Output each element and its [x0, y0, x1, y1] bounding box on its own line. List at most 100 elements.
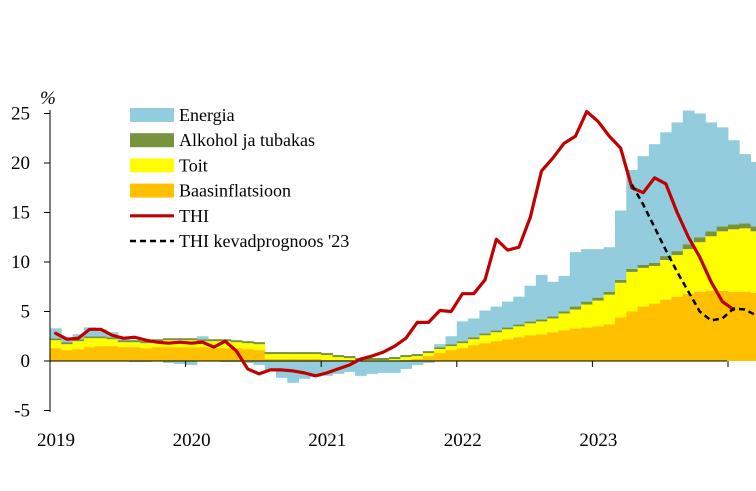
bar-alkohol [660, 256, 672, 261]
bar-alkohol [400, 355, 412, 358]
bar-baasinflatsioon [535, 334, 548, 361]
bar-toit [298, 354, 311, 360]
legend-label: Alkohol ja tubakas [179, 130, 315, 150]
bar-baasinflatsioon [728, 291, 740, 361]
bar-toit [648, 265, 661, 304]
bar-alkohol [513, 324, 525, 327]
bar-baasinflatsioon [50, 348, 62, 361]
bar-alkohol [490, 330, 503, 333]
bar-alkohol [343, 356, 356, 359]
bar-energia [581, 249, 593, 302]
bar-alkohol [705, 231, 718, 237]
bar-toit [535, 321, 548, 335]
bar-baasinflatsioon [151, 347, 164, 361]
bar-toit [287, 354, 299, 360]
bar-baasinflatsioon [648, 303, 661, 361]
bar-baasinflatsioon [615, 317, 627, 361]
bar-alkohol [242, 341, 254, 344]
bar-energia [253, 361, 266, 365]
bar-baasinflatsioon [581, 327, 593, 361]
bar-alkohol [502, 327, 514, 330]
x-ticks: 2019 2020 2021 2022 2023 [37, 361, 729, 451]
bar-toit [716, 231, 729, 291]
bar-baasinflatsioon [185, 347, 198, 361]
bar-alkohol [682, 244, 695, 250]
bar-energia [479, 310, 492, 334]
bar-alkohol [230, 340, 243, 343]
lines [54, 109, 756, 378]
bar-toit [490, 332, 503, 342]
bar-toit [603, 294, 616, 325]
bar-toit [434, 349, 446, 354]
bar-energia [174, 361, 186, 364]
bar-toit [151, 341, 164, 348]
bar-alkohol [648, 262, 661, 266]
bar-energia [705, 122, 718, 232]
bar-baasinflatsioon [456, 348, 469, 361]
bar-baasinflatsioon [705, 290, 718, 361]
bar-alkohol [671, 251, 684, 256]
bar-baasinflatsioon [83, 347, 96, 361]
bar-energia [524, 285, 537, 322]
bar-alkohol [592, 297, 605, 301]
bar-toit [196, 341, 209, 348]
bar-alkohol [276, 352, 288, 355]
thi-line [54, 109, 736, 378]
bar-toit [129, 342, 141, 348]
bar-toit [592, 300, 605, 327]
bar-baasinflatsioon [61, 350, 73, 361]
bar-energia [468, 318, 480, 338]
bar-alkohol [535, 319, 548, 322]
bar-alkohol [479, 333, 492, 336]
legend-swatch [130, 158, 174, 173]
legend-swatch [130, 108, 174, 122]
bar-toit [524, 323, 537, 336]
bar-baasinflatsioon [298, 359, 311, 361]
bar-alkohol [728, 224, 740, 230]
bar-energia [355, 361, 367, 376]
bar-toit [750, 231, 756, 293]
bar-toit [569, 309, 582, 329]
bar-alkohol [422, 351, 435, 354]
bar-toit [513, 326, 525, 338]
bar-energia [603, 247, 616, 292]
bar-alkohol [129, 340, 141, 343]
bar-energia [422, 361, 435, 363]
x-tick-label: 2022 [444, 430, 482, 451]
legend-label: THI [179, 206, 209, 226]
bar-toit [117, 342, 130, 348]
bar-baasinflatsioon [208, 348, 220, 361]
bar-alkohol [694, 237, 706, 243]
legend-label: THI kevadprognoos '23 [179, 231, 349, 251]
bar-baasinflatsioon [671, 296, 684, 361]
bar-energia [242, 361, 254, 363]
bar-alkohol [163, 338, 175, 341]
bar-alkohol [140, 341, 153, 344]
bar-alkohol [174, 338, 186, 341]
bar-energia [694, 113, 706, 238]
y-ticks: -5 0 5 10 15 20 25 [11, 104, 50, 422]
bar-energia [716, 127, 729, 227]
forecast-line [630, 184, 756, 322]
bar-toit [95, 338, 107, 347]
bar-baasinflatsioon [750, 292, 756, 361]
bar-energia [95, 329, 107, 337]
bar-energia [750, 162, 756, 227]
bar-toit [626, 271, 638, 312]
bar-toit [581, 304, 593, 328]
bar-energia [502, 301, 514, 328]
bar-energia [558, 275, 571, 312]
bar-baasinflatsioon [72, 349, 85, 361]
bar-alkohol [603, 291, 616, 295]
bar-energia [535, 274, 548, 320]
bar-baasinflatsioon [242, 349, 254, 361]
bar-energia [185, 361, 198, 365]
bar-alkohol [456, 341, 469, 344]
bar-baasinflatsioon [219, 348, 232, 361]
bar-energia [739, 154, 751, 224]
bar-baasinflatsioon [592, 326, 605, 361]
bar-toit [230, 342, 243, 349]
bar-alkohol [50, 338, 62, 341]
bar-energia [298, 361, 311, 379]
bar-baasinflatsioon [117, 347, 130, 361]
